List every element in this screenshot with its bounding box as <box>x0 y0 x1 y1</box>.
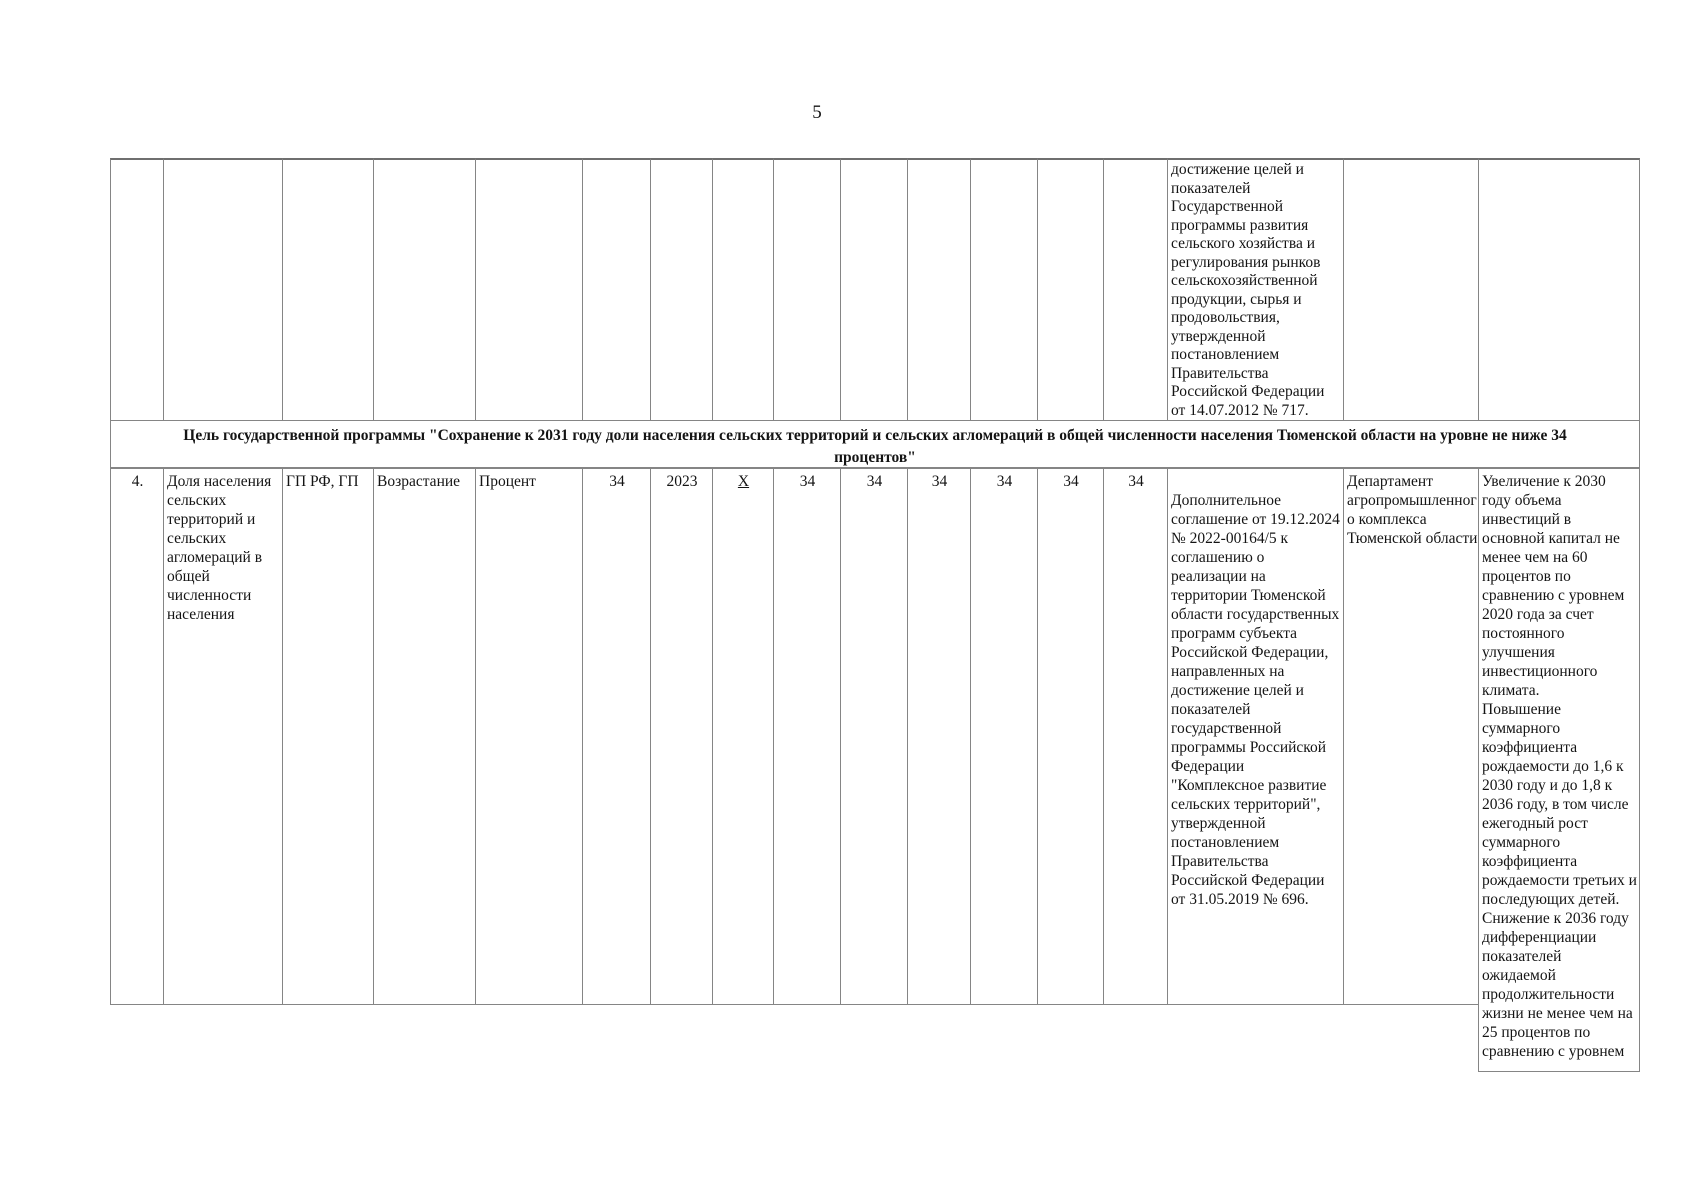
program-goal-row: Цель государственной программы "Сохранен… <box>110 420 1640 468</box>
empty-cell <box>1037 158 1103 420</box>
expected-effect-cell: Увеличение к 2030 году объема инвестиций… <box>1478 468 1640 1072</box>
base-value-cell: 34 <box>582 468 650 1005</box>
empty-cell <box>1343 158 1478 420</box>
program-type-cell: ГП РФ, ГП <box>282 468 373 1005</box>
row-number-cell: 4. <box>110 468 163 1005</box>
not-applicable-mark: X <box>737 473 750 490</box>
empty-cell <box>163 158 282 420</box>
empty-cell <box>110 158 163 420</box>
year-value-cell: 34 <box>1037 468 1103 1005</box>
page-number: 5 <box>812 102 822 123</box>
indicators-table: достижение целей и показателей Государст… <box>110 158 1640 1072</box>
year-value-cell: 34 <box>1103 468 1167 1005</box>
empty-cell <box>475 158 582 420</box>
direction-cell: Возрастание <box>373 468 475 1005</box>
responsible-department-cell: Департамент агропромышленного комплекса … <box>1343 468 1478 1005</box>
unit-cell: Процент <box>475 468 582 1005</box>
empty-cell <box>582 158 650 420</box>
indicator-name-cell: Доля населения сельских территорий и сел… <box>163 468 282 1005</box>
year-value-cell: 34 <box>970 468 1037 1005</box>
year-value-cell: 34 <box>907 468 970 1005</box>
continued-justification-cell: достижение целей и показателей Государст… <box>1167 158 1343 420</box>
empty-cell <box>907 158 970 420</box>
empty-cell <box>773 158 840 420</box>
justification-cell: Дополнительное соглашение от 19.12.2024 … <box>1167 468 1343 1005</box>
empty-cell <box>650 158 712 420</box>
not-applicable-cell: X <box>712 468 773 1005</box>
year-value-cell: 34 <box>840 468 907 1005</box>
empty-cell <box>1103 158 1167 420</box>
empty-cell <box>373 158 475 420</box>
year-value-cell: 34 <box>773 468 840 1005</box>
empty-cell <box>840 158 907 420</box>
empty-cell <box>282 158 373 420</box>
empty-cell <box>1478 158 1640 420</box>
empty-cell <box>712 158 773 420</box>
base-year-cell: 2023 <box>650 468 712 1005</box>
empty-cell <box>970 158 1037 420</box>
